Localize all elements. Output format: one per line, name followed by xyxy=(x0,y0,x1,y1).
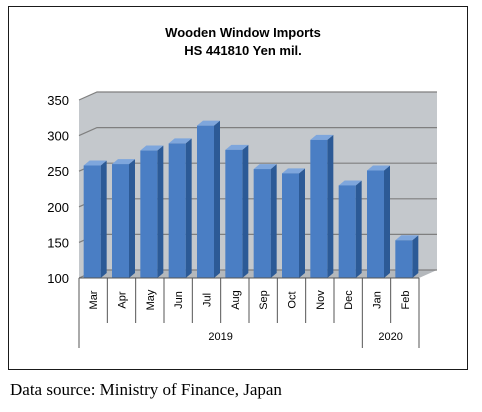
bar-top xyxy=(83,160,107,166)
bar-side xyxy=(129,159,135,278)
bar-chart: 100 150 200 250 300 350 Mar Apr May Jun Jul Aug Sep O… xyxy=(47,25,437,348)
bar-front xyxy=(83,165,101,278)
x-tick-label: Jul xyxy=(202,293,214,307)
y-tick-label: 100 xyxy=(47,271,69,286)
x-tick-label: Feb xyxy=(400,291,412,310)
bar-top xyxy=(168,138,192,144)
bar-top xyxy=(112,159,135,165)
bar-side xyxy=(355,180,362,278)
bar-front xyxy=(168,143,186,278)
bar-top xyxy=(140,145,164,151)
x-tick-label: Dec xyxy=(343,290,355,310)
x-tick-label: May xyxy=(145,289,157,310)
x-tick-label: Oct xyxy=(287,291,299,308)
bar-front xyxy=(140,150,158,278)
bar-front xyxy=(338,185,356,278)
data-source-note: Data source: Ministry of Finance, Japan xyxy=(10,380,282,399)
bar-top xyxy=(282,168,305,174)
bar-front xyxy=(197,125,214,278)
bar xyxy=(83,160,107,278)
bar-top xyxy=(338,180,362,186)
bar-side xyxy=(270,164,277,278)
bar-front xyxy=(310,139,328,278)
x-tick-label: Mar xyxy=(88,290,100,309)
y-tick-label: 150 xyxy=(47,235,69,250)
x-group-label: 2020 xyxy=(378,331,402,343)
bar-side xyxy=(299,168,305,278)
bar xyxy=(140,145,164,278)
bar-front xyxy=(112,164,129,278)
bar-side xyxy=(100,160,107,278)
y-tick-label: 350 xyxy=(47,93,69,108)
bar xyxy=(253,164,277,278)
y-tick-label: 300 xyxy=(47,129,69,144)
x-tick-label: Aug xyxy=(230,290,242,310)
bar-side xyxy=(185,138,192,278)
y-gridline xyxy=(78,126,437,137)
bar xyxy=(168,138,192,278)
bar-top xyxy=(225,144,249,150)
bar-front xyxy=(395,240,413,278)
bar-top xyxy=(310,134,334,140)
bar-top xyxy=(197,120,220,126)
bar-side xyxy=(384,165,390,278)
x-group-label: 2019 xyxy=(208,331,232,343)
chart-frame: 100 150 200 250 300 350 Mar Apr May Jun Jul Aug Sep O… xyxy=(8,6,468,370)
y-gridline xyxy=(78,91,437,101)
x-tick-label: Jun xyxy=(173,291,185,309)
bar-side xyxy=(327,134,334,278)
bar xyxy=(197,120,220,278)
y-tick-label: 250 xyxy=(47,164,69,179)
bar-front xyxy=(282,173,299,278)
bar-side xyxy=(412,235,419,278)
bar-front xyxy=(253,169,271,278)
chart-subtitle: HS 441810 Yen mil. xyxy=(184,43,302,58)
bar xyxy=(310,134,334,278)
x-tick-label: Nov xyxy=(315,290,327,310)
bar-front xyxy=(225,149,243,278)
x-tick-label: Sep xyxy=(258,290,270,310)
bar-top xyxy=(253,164,277,170)
bar-side xyxy=(214,120,220,278)
x-tick-label: Jan xyxy=(372,291,384,309)
chart-title: Wooden Window Imports xyxy=(165,25,321,40)
bar-top xyxy=(367,165,390,171)
bar-top xyxy=(395,235,419,241)
bar-front xyxy=(367,170,384,278)
bar xyxy=(395,235,419,278)
bar xyxy=(282,168,305,278)
bar xyxy=(225,144,249,278)
y-tick-label: 200 xyxy=(47,200,69,215)
x-tick-label: Apr xyxy=(117,291,129,308)
bar-side xyxy=(157,145,164,278)
bar xyxy=(367,165,390,278)
bar xyxy=(112,159,135,278)
bar xyxy=(338,180,362,278)
bar-side xyxy=(242,144,249,278)
